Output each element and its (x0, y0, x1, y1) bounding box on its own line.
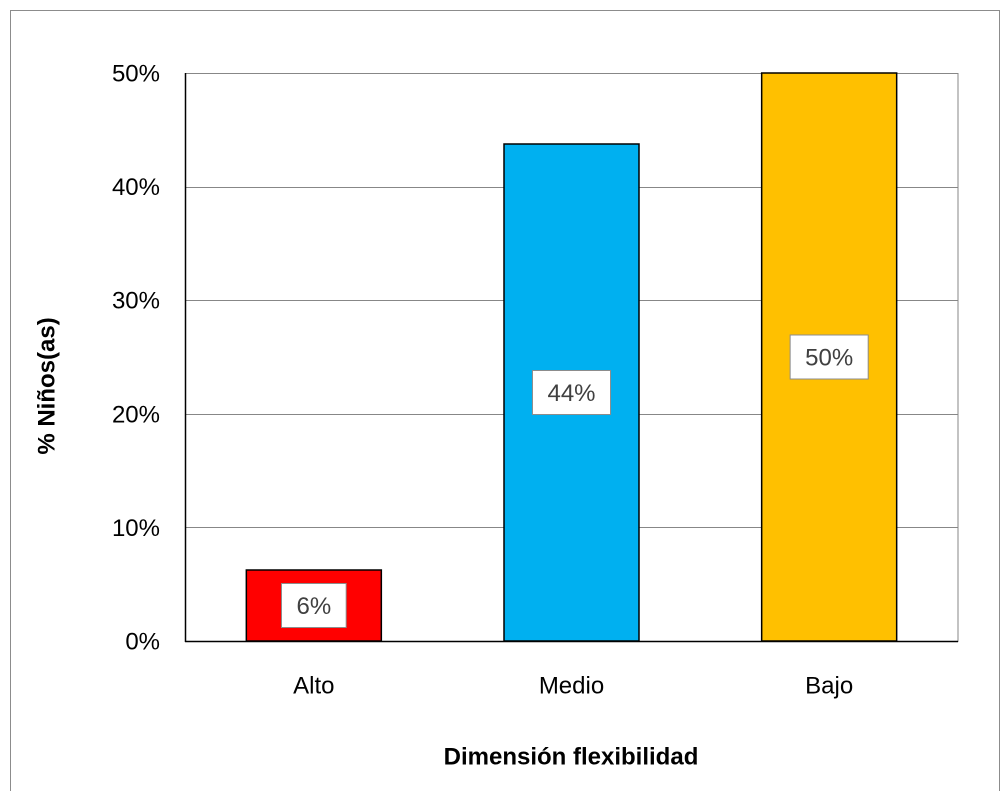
y-tick-labels: 0% 10% 20% 30% 40% 50% (112, 61, 160, 656)
y-axis-title: % Niños(as) (34, 317, 61, 454)
data-label-bajo: 50% (789, 334, 869, 380)
data-label-box (789, 334, 869, 380)
data-label-box (531, 370, 612, 415)
data-label-medio: 44% (531, 370, 612, 415)
data-labels: 6% 44% 50% (280, 334, 869, 628)
chart-border (10, 10, 1000, 791)
data-label-text: 50% (805, 345, 853, 372)
x-tick-label: Medio (539, 673, 604, 700)
y-tick-label: 0% (125, 629, 160, 656)
y-tick-label: 10% (112, 515, 160, 542)
data-label-text: 6% (296, 593, 331, 620)
y-tick-label: 40% (112, 174, 160, 201)
y-tick-label: 50% (112, 61, 160, 88)
x-tick-labels: Alto Medio Bajo (293, 673, 853, 700)
x-tick-label: Alto (293, 673, 334, 700)
y-tick-label: 30% (112, 288, 160, 315)
data-label-text: 44% (547, 380, 595, 407)
x-tick-label: Bajo (805, 673, 853, 700)
data-label-alto: 6% (280, 583, 347, 628)
y-tick-label: 20% (112, 401, 160, 428)
x-axis-title: Dimensión flexibilidad (444, 744, 699, 771)
data-label-box (280, 583, 347, 628)
